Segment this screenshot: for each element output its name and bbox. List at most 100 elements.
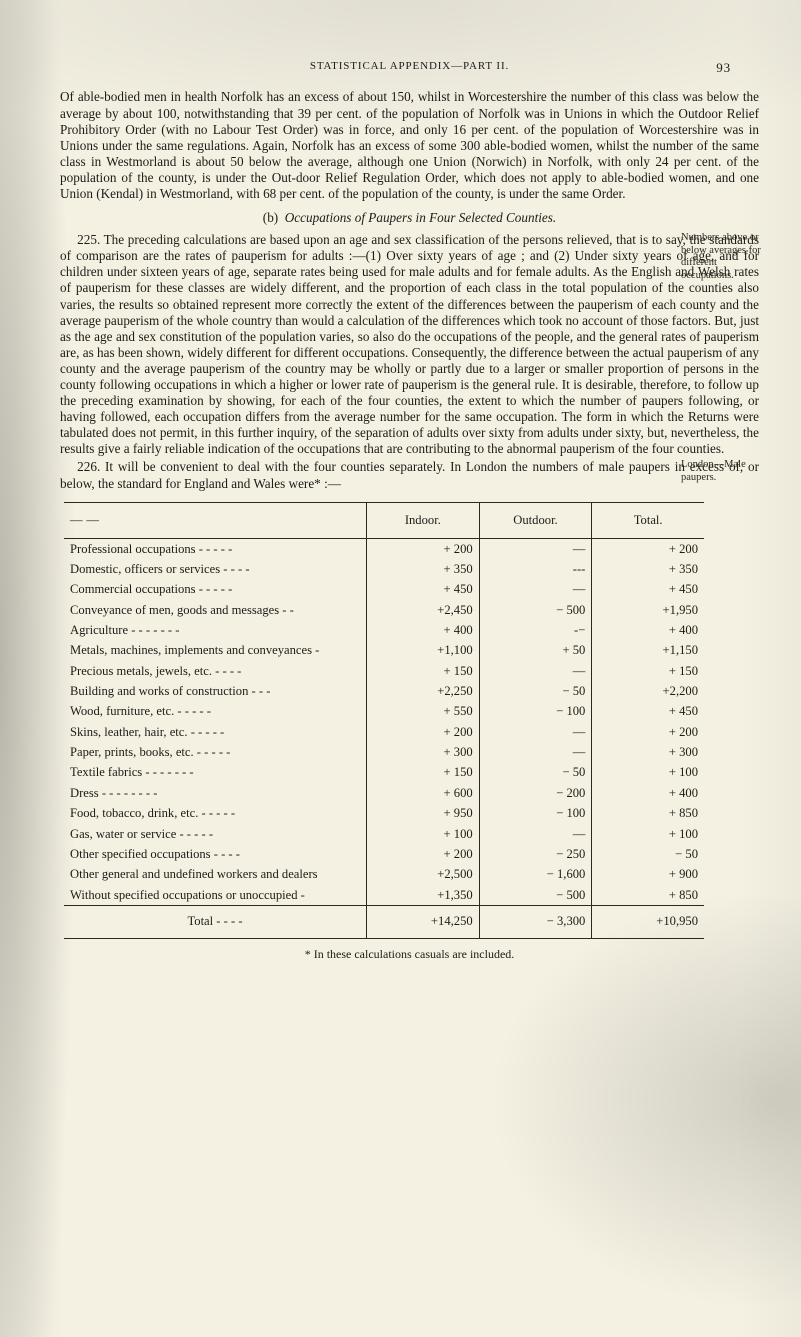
row-indoor: +2,450 xyxy=(367,600,480,620)
row-total: + 450 xyxy=(592,702,704,722)
page-number: 93 xyxy=(716,60,731,76)
row-indoor: + 200 xyxy=(367,539,480,560)
row-outdoor: − 500 xyxy=(479,600,592,620)
row-indoor: + 100 xyxy=(367,824,480,844)
row-label: Paper, prints, books, etc. - - - - - xyxy=(64,743,367,763)
row-total: + 300 xyxy=(592,743,704,763)
table-row: Without specified occupations or unoccup… xyxy=(64,885,704,906)
subhead-b-text: Occupations of Paupers in Four Selected … xyxy=(285,210,556,225)
table-row: Paper, prints, books, etc. - - - - -+ 30… xyxy=(64,743,704,763)
row-total: +1,150 xyxy=(592,641,704,661)
row-outdoor: − 100 xyxy=(479,804,592,824)
table-row: Conveyance of men, goods and messages - … xyxy=(64,600,704,620)
row-total: + 850 xyxy=(592,885,704,906)
table-row: Textile fabrics - - - - - - -+ 150− 50+ … xyxy=(64,763,704,783)
pauper-table: —— Indoor. Outdoor. Total. Professional … xyxy=(64,502,704,939)
row-indoor: + 550 xyxy=(367,702,480,722)
row-total: +1,950 xyxy=(592,600,704,620)
row-outdoor: + 50 xyxy=(479,641,592,661)
paragraph-226: 226. It will be convenient to deal with … xyxy=(60,459,759,491)
row-label: Wood, furniture, etc. - - - - - xyxy=(64,702,367,722)
row-total: + 100 xyxy=(592,824,704,844)
row-outdoor: — xyxy=(479,580,592,600)
row-total: + 900 xyxy=(592,865,704,885)
row-total: + 100 xyxy=(592,763,704,783)
row-label: Without specified occupations or unoccup… xyxy=(64,885,367,906)
row-total: − 50 xyxy=(592,844,704,864)
row-label: Food, tobacco, drink, etc. - - - - - xyxy=(64,804,367,824)
row-total: + 400 xyxy=(592,783,704,803)
row-label: Building and works of construction - - - xyxy=(64,682,367,702)
row-indoor: + 350 xyxy=(367,559,480,579)
footnote: * In these calculations casuals are incl… xyxy=(60,947,759,962)
row-total: + 200 xyxy=(592,539,704,560)
row-outdoor: − 250 xyxy=(479,844,592,864)
row-indoor: + 600 xyxy=(367,783,480,803)
row-label: Gas, water or service - - - - - xyxy=(64,824,367,844)
total-outdoor: − 3,300 xyxy=(479,906,592,938)
table-row: Other general and undefined workers and … xyxy=(64,865,704,885)
running-head: STATISTICAL APPENDIX—PART II. 93 xyxy=(60,60,759,73)
table-row: Agriculture - - - - - - -+ 400-−+ 400 xyxy=(64,620,704,640)
row-indoor: +2,500 xyxy=(367,865,480,885)
row-outdoor: − 500 xyxy=(479,885,592,906)
subhead-b-paren: (b) xyxy=(263,210,278,225)
row-indoor: + 150 xyxy=(367,763,480,783)
running-title: STATISTICAL APPENDIX—PART II. xyxy=(60,60,759,73)
row-label: Agriculture - - - - - - - xyxy=(64,620,367,640)
margin-note-226: London—Male paupers. xyxy=(681,459,763,484)
total-indoor: +14,250 xyxy=(367,906,480,938)
table-row: Other specified occupations - - - -+ 200… xyxy=(64,844,704,864)
row-outdoor: − 1,600 xyxy=(479,865,592,885)
row-label: Dress - - - - - - - - xyxy=(64,783,367,803)
row-label: Professional occupations - - - - - xyxy=(64,539,367,560)
row-total: + 200 xyxy=(592,722,704,742)
col-head-indoor: Indoor. xyxy=(367,502,480,538)
row-total: +2,200 xyxy=(592,682,704,702)
row-indoor: + 150 xyxy=(367,661,480,681)
table-row: Building and works of construction - - -… xyxy=(64,682,704,702)
row-outdoor: — xyxy=(479,661,592,681)
row-total: + 850 xyxy=(592,804,704,824)
row-label: Skins, leather, hair, etc. - - - - - xyxy=(64,722,367,742)
table-row: Gas, water or service - - - - -+ 100—+ 1… xyxy=(64,824,704,844)
row-indoor: + 950 xyxy=(367,804,480,824)
row-outdoor: — xyxy=(479,722,592,742)
row-total: + 450 xyxy=(592,580,704,600)
row-outdoor: — xyxy=(479,824,592,844)
row-total: + 400 xyxy=(592,620,704,640)
row-label: Textile fabrics - - - - - - - xyxy=(64,763,367,783)
row-indoor: + 300 xyxy=(367,743,480,763)
row-indoor: + 450 xyxy=(367,580,480,600)
row-label: Metals, machines, implements and conveya… xyxy=(64,641,367,661)
table-total-row: Total - - - - +14,250 − 3,300 +10,950 xyxy=(64,906,704,938)
row-label: Conveyance of men, goods and messages - … xyxy=(64,600,367,620)
table-body: Professional occupations - - - - -+ 200—… xyxy=(64,539,704,906)
row-indoor: + 400 xyxy=(367,620,480,640)
table-row: Precious metals, jewels, etc. - - - -+ 1… xyxy=(64,661,704,681)
row-indoor: +1,100 xyxy=(367,641,480,661)
table-row: Food, tobacco, drink, etc. - - - - -+ 95… xyxy=(64,804,704,824)
table-row: Metals, machines, implements and conveya… xyxy=(64,641,704,661)
row-outdoor: − 200 xyxy=(479,783,592,803)
total-label: Total - - - - xyxy=(64,906,367,938)
row-total: + 350 xyxy=(592,559,704,579)
row-outdoor: — xyxy=(479,539,592,560)
col-head-blank: —— xyxy=(70,513,103,527)
row-outdoor: — xyxy=(479,743,592,763)
row-label: Commercial occupations - - - - - xyxy=(64,580,367,600)
subhead-b: (b) Occupations of Paupers in Four Selec… xyxy=(60,210,759,226)
row-indoor: +1,350 xyxy=(367,885,480,906)
table-row: Domestic, officers or services - - - -+ … xyxy=(64,559,704,579)
row-outdoor: -− xyxy=(479,620,592,640)
row-outdoor: − 100 xyxy=(479,702,592,722)
row-label: Other general and undefined workers and … xyxy=(64,865,367,885)
table-row: Skins, leather, hair, etc. - - - - - + 20… xyxy=(64,722,704,742)
row-indoor: + 200 xyxy=(367,844,480,864)
row-outdoor: − 50 xyxy=(479,763,592,783)
table-row: Dress - - - - - - - -+ 600− 200+ 400 xyxy=(64,783,704,803)
row-label: Precious metals, jewels, etc. - - - - xyxy=(64,661,367,681)
row-indoor: +2,250 xyxy=(367,682,480,702)
table-row: Professional occupations - - - - -+ 200—… xyxy=(64,539,704,560)
row-label: Domestic, officers or services - - - - xyxy=(64,559,367,579)
